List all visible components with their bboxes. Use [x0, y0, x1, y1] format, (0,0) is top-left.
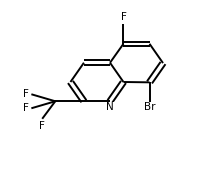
Text: F: F — [39, 121, 45, 130]
Text: F: F — [121, 12, 126, 22]
Text: N: N — [106, 102, 114, 112]
Text: Br: Br — [144, 103, 155, 112]
Text: F: F — [23, 103, 29, 113]
Text: F: F — [23, 89, 29, 99]
